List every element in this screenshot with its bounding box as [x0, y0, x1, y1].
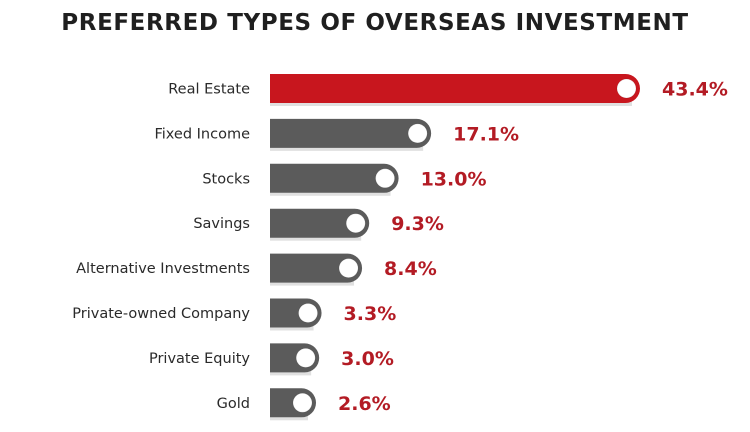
value-label: 3.0% [341, 348, 394, 370]
bar [270, 208, 370, 238]
bar-end-knob [296, 348, 316, 368]
bar-row: Private Equity 3.0% [149, 343, 394, 376]
category-label: Real Estate [168, 82, 250, 98]
category-label: Gold [217, 396, 250, 412]
bar-end-knob [346, 213, 366, 233]
bar-end-knob [375, 168, 395, 188]
bar-row: Real Estate 43.4% [168, 74, 728, 106]
bar-end-knob-edge [345, 213, 366, 234]
bar-end-knob-edge [616, 78, 637, 99]
category-label: Alternative Investments [76, 261, 250, 277]
chart-title: PREFERRED TYPES OF OVERSEAS INVESTMENT [61, 10, 689, 36]
category-label: Stocks [202, 171, 250, 187]
bar-shadow [270, 145, 424, 151]
bar [270, 74, 640, 103]
bar-row: Gold 2.6% [217, 388, 391, 421]
bar-row: Alternative Investments 8.4% [76, 253, 437, 286]
category-label: Savings [193, 216, 250, 232]
category-label: Private-owned Company [72, 306, 250, 322]
bar-shadow [270, 370, 312, 376]
value-label: 13.0% [421, 168, 487, 190]
bar-end-knob-edge [292, 392, 313, 413]
bar-end-knob [408, 123, 428, 143]
value-label: 9.3% [391, 213, 444, 235]
bar-end-knob-edge [295, 347, 316, 368]
bar-shadow [270, 190, 391, 196]
bar-end-knob [339, 258, 359, 278]
bar-shadow [270, 415, 308, 421]
bar-shadow [270, 280, 355, 286]
bar-row: Savings 9.3% [193, 208, 444, 241]
value-label: 43.4% [662, 79, 728, 101]
bar-end-knob [293, 393, 312, 413]
value-label: 17.1% [453, 123, 519, 145]
category-label: Fixed Income [154, 126, 250, 142]
bar-shadow [270, 101, 632, 106]
bar [270, 253, 363, 283]
bar-shadow [270, 235, 362, 241]
value-label: 8.4% [384, 258, 437, 280]
bar [270, 118, 432, 148]
bar-row: Stocks 13.0% [202, 163, 487, 196]
bar-row: Fixed Income 17.1% [154, 118, 519, 151]
bar-end-knob-edge [338, 258, 359, 279]
value-label: 3.3% [344, 303, 397, 325]
bar-end-knob-edge [375, 168, 396, 189]
bar-end-knob [298, 303, 318, 323]
bar [270, 163, 399, 193]
category-label: Private Equity [149, 351, 250, 367]
bar-shadow [270, 325, 314, 331]
bar-end-knob [617, 79, 636, 98]
value-label: 2.6% [338, 393, 391, 415]
bar-end-knob-edge [298, 303, 319, 323]
bar-row: Private-owned Company 3.3% [72, 298, 397, 331]
bar-end-knob-edge [407, 123, 428, 144]
